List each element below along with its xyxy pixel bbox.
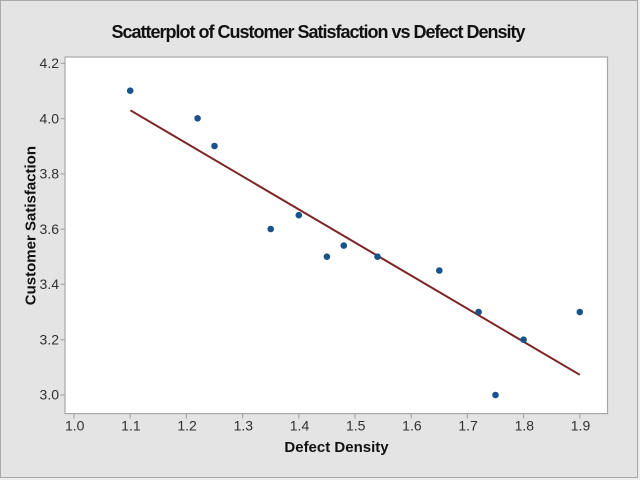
svg-text:Defect Density: Defect Density: [284, 439, 389, 456]
svg-text:3.2: 3.2: [40, 331, 60, 347]
svg-text:1.6: 1.6: [402, 418, 422, 434]
svg-text:3.0: 3.0: [40, 387, 60, 403]
svg-text:1.2: 1.2: [177, 418, 197, 434]
svg-text:Scatterplot of Customer Satisf: Scatterplot of Customer Satisfaction vs …: [111, 22, 525, 42]
svg-text:3.8: 3.8: [40, 166, 60, 182]
svg-text:1.8: 1.8: [515, 418, 535, 434]
svg-text:1.9: 1.9: [571, 418, 591, 434]
svg-text:3.6: 3.6: [40, 221, 60, 237]
svg-text:3.4: 3.4: [40, 276, 60, 292]
svg-text:1.3: 1.3: [234, 418, 254, 434]
svg-text:1.1: 1.1: [121, 418, 141, 434]
svg-text:4.0: 4.0: [40, 110, 60, 126]
svg-text:1.0: 1.0: [65, 418, 85, 434]
svg-text:1.5: 1.5: [346, 418, 366, 434]
svg-text:1.7: 1.7: [458, 418, 478, 434]
svg-text:4.2: 4.2: [40, 55, 60, 71]
svg-text:1.4: 1.4: [290, 418, 310, 434]
svg-text:Customer Satisfaction: Customer Satisfaction: [23, 146, 40, 305]
